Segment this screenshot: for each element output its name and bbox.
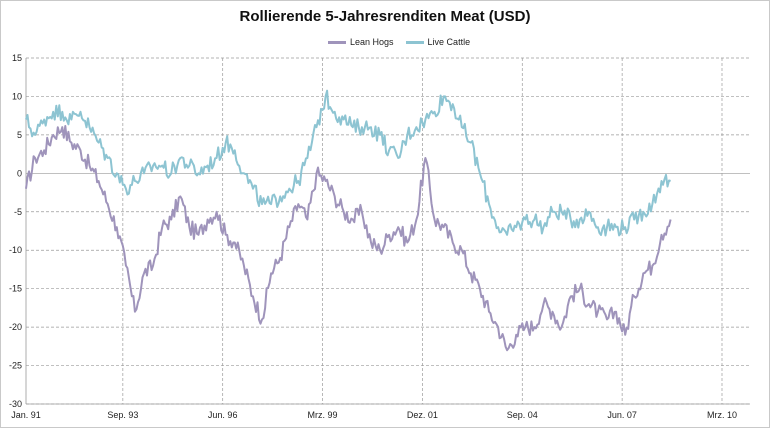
- x-tick-label: Mrz. 99: [308, 410, 338, 420]
- x-tick-label: Jan. 91: [11, 410, 41, 420]
- legend-swatch-live-cattle: [405, 40, 424, 44]
- x-tick-label: Sep. 93: [107, 410, 138, 420]
- y-tick-label: 5: [17, 130, 22, 140]
- x-tick-label: Jun. 96: [208, 410, 238, 420]
- y-tick-label: -30: [9, 399, 22, 409]
- legend-item-live-cattle: Live Cattle: [405, 37, 471, 47]
- y-tick-label: 15: [12, 53, 22, 63]
- y-tick-label: 10: [12, 91, 22, 101]
- legend-label-lean-hogs: Lean Hogs: [350, 37, 394, 47]
- y-tick-label: -10: [9, 245, 22, 255]
- y-tick-label: 0: [17, 168, 22, 178]
- legend-swatch-lean-hogs: [328, 40, 346, 44]
- legend-item-lean-hogs: Lean Hogs: [328, 37, 394, 47]
- y-tick-label: -15: [9, 284, 22, 294]
- y-tick-label: -25: [9, 361, 22, 371]
- series-line-live-cattle: [25, 89, 671, 237]
- chart-title: Rollierende 5-Jahresrenditen Meat (USD): [239, 8, 531, 25]
- y-tick-label: -5: [14, 207, 22, 217]
- legend-label-live-cattle: Live Cattle: [427, 37, 471, 47]
- x-tick-label: Dez. 01: [407, 410, 438, 420]
- x-tick-label: Sep. 04: [507, 410, 538, 420]
- x-tick-label: Mrz. 10: [707, 410, 737, 420]
- series-line-lean-hogs: [25, 125, 672, 352]
- legend: Lean Hogs Live Cattle: [328, 37, 470, 47]
- x-tick-label: Jun. 07: [607, 410, 637, 420]
- y-tick-label: -20: [9, 322, 22, 332]
